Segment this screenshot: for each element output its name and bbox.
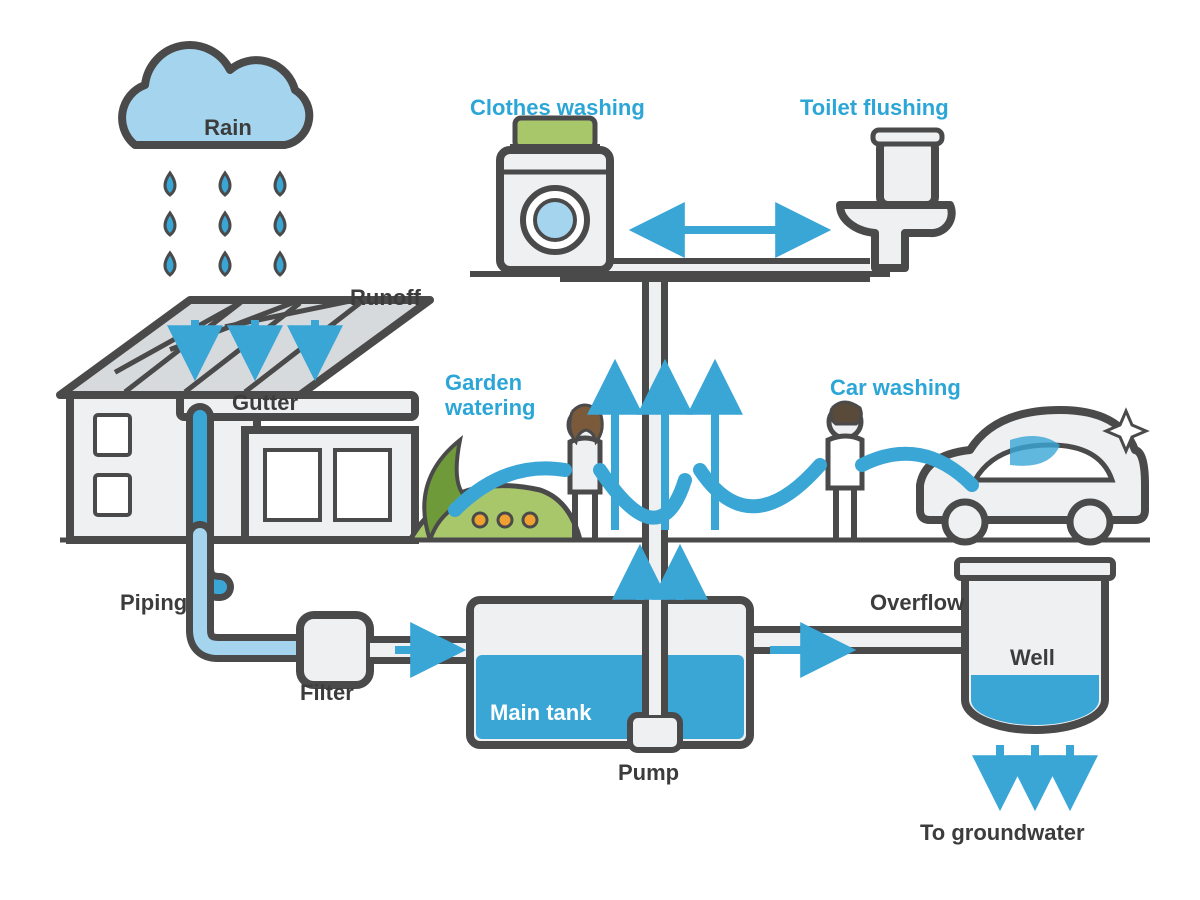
raindrop-icon: [275, 213, 285, 235]
raindrop-icon: [165, 253, 175, 275]
label-runoff: Runoff: [350, 285, 422, 310]
label-well: Well: [1010, 645, 1055, 670]
house-icon: [60, 300, 430, 587]
label-garden_watering2: watering: [444, 395, 535, 420]
label-garden_watering1: Garden: [445, 370, 522, 395]
raindrop-icon: [275, 253, 285, 275]
label-toilet_flushing: Toilet flushing: [800, 95, 949, 120]
label-rain: Rain: [204, 115, 252, 140]
label-car_washing: Car washing: [830, 375, 961, 400]
cloud-icon: [122, 45, 309, 275]
raindrop-icon: [220, 253, 230, 275]
label-clothes_washing: Clothes washing: [470, 95, 645, 120]
label-pump: Pump: [618, 760, 679, 785]
toilet-icon: [840, 130, 952, 268]
car-washing-icon: [700, 402, 1146, 542]
raindrop-icon: [220, 213, 230, 235]
raindrop-icon: [220, 173, 230, 195]
label-gutter: Gutter: [232, 390, 298, 415]
filter-icon: [300, 615, 370, 685]
raindrop-icon: [165, 173, 175, 195]
raindrop-icon: [165, 213, 175, 235]
pump-icon: [630, 715, 680, 750]
raindrop-icon: [275, 173, 285, 195]
label-filter: Filter: [300, 680, 354, 705]
label-main_tank: Main tank: [490, 700, 592, 725]
label-piping: Piping: [120, 590, 187, 615]
label-to_groundwater: To groundwater: [920, 820, 1085, 845]
washing-machine-icon: [470, 118, 890, 274]
label-overflow: Overflow: [870, 590, 965, 615]
rainwater-diagram: Rain Runoff Gutter Piping Filter Main tank Pum…: [0, 0, 1200, 900]
